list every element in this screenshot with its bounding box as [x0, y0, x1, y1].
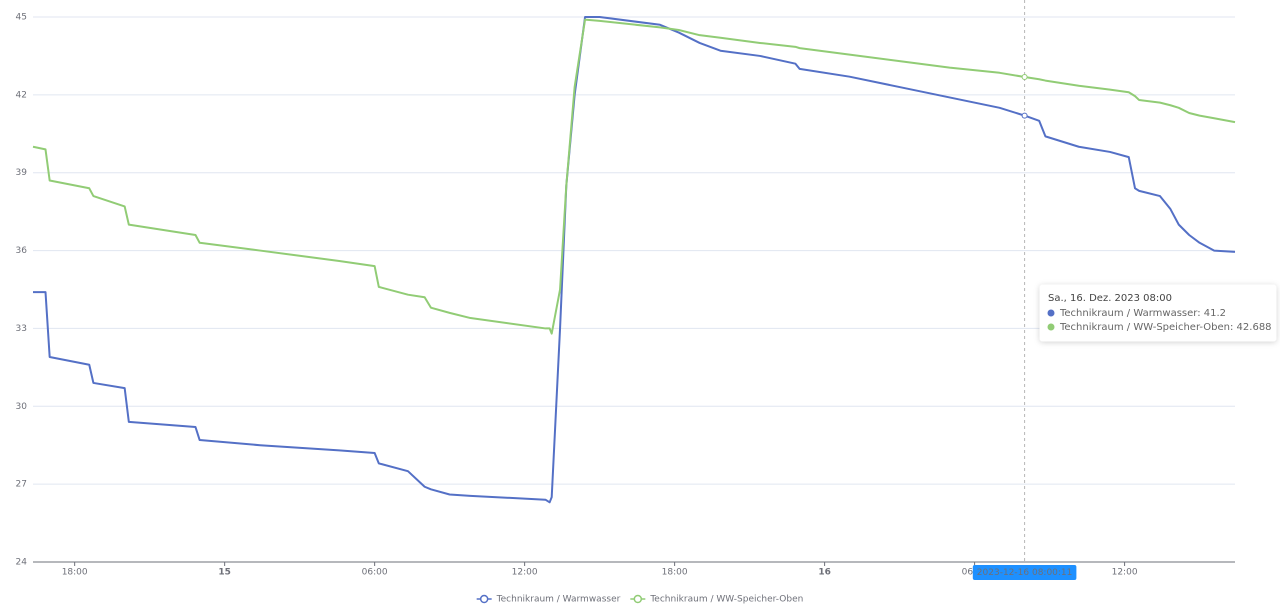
legend-label: Technikraum / Warmwasser — [496, 595, 621, 605]
y-tick-label: 33 — [16, 324, 27, 334]
x-tick-label: 15 — [218, 568, 231, 578]
tooltip-box — [1039, 284, 1277, 342]
axis-pointer: 2023-12-16 08:00:11 — [972, 0, 1077, 580]
legend-item[interactable]: Technikraum / WW-Speicher-Oben — [630, 595, 803, 605]
y-tick-label: 42 — [16, 90, 27, 100]
x-tick-label: 06:00 — [362, 568, 388, 578]
tooltip-item: Technikraum / Warmwasser: 41.2 — [1059, 308, 1226, 319]
pointer-label-box — [972, 565, 1077, 580]
y-tick-label: 24 — [16, 558, 28, 568]
y-tick-label: 45 — [16, 13, 27, 23]
tooltip-item: Technikraum / WW-Speicher-Oben: 42.688 — [1059, 322, 1272, 333]
legend-label: Technikraum / WW-Speicher-Oben — [649, 595, 803, 605]
grid — [33, 16, 1235, 563]
axes: 24 27 30 33 36 39 42 45 18:00 15 06:00 12:00 18:00 16… — [16, 13, 1138, 578]
x-tick-label: 12:00 — [512, 568, 538, 578]
tooltip-marker — [1047, 323, 1055, 331]
pointer-dot — [1021, 74, 1028, 81]
y-tick-label: 36 — [16, 246, 28, 256]
legend-icon-circle — [633, 594, 643, 604]
x-tick-label: 18:00 — [662, 568, 688, 578]
line-series — [32, 18, 1236, 335]
x-tick-label: 18:00 — [62, 568, 88, 578]
legend-icon-circle — [479, 594, 489, 604]
y-tick-label: 39 — [16, 168, 28, 178]
tooltip: Sa., 16. Dez. 2023 08:00 Technikraum / Wa… — [1039, 284, 1277, 342]
tooltip-marker — [1047, 309, 1055, 317]
y-tick-label: 30 — [16, 402, 28, 412]
legend-item[interactable]: Technikraum / Warmwasser — [476, 594, 621, 605]
y-tick-label: 27 — [16, 480, 27, 490]
tooltip-title: Sa., 16. Dez. 2023 08:00 — [1048, 293, 1172, 304]
x-tick-label: 12:00 — [1112, 568, 1138, 578]
pointer-dot — [1021, 112, 1028, 119]
pointer-label: 2023-12-16 08:00:11 — [977, 568, 1073, 578]
line-series — [33, 16, 1236, 504]
x-tick-label: 16 — [818, 568, 831, 578]
legend: Technikraum / Warmwasser Technikraum / WW… — [476, 594, 803, 605]
plot-area — [32, 16, 1236, 504]
